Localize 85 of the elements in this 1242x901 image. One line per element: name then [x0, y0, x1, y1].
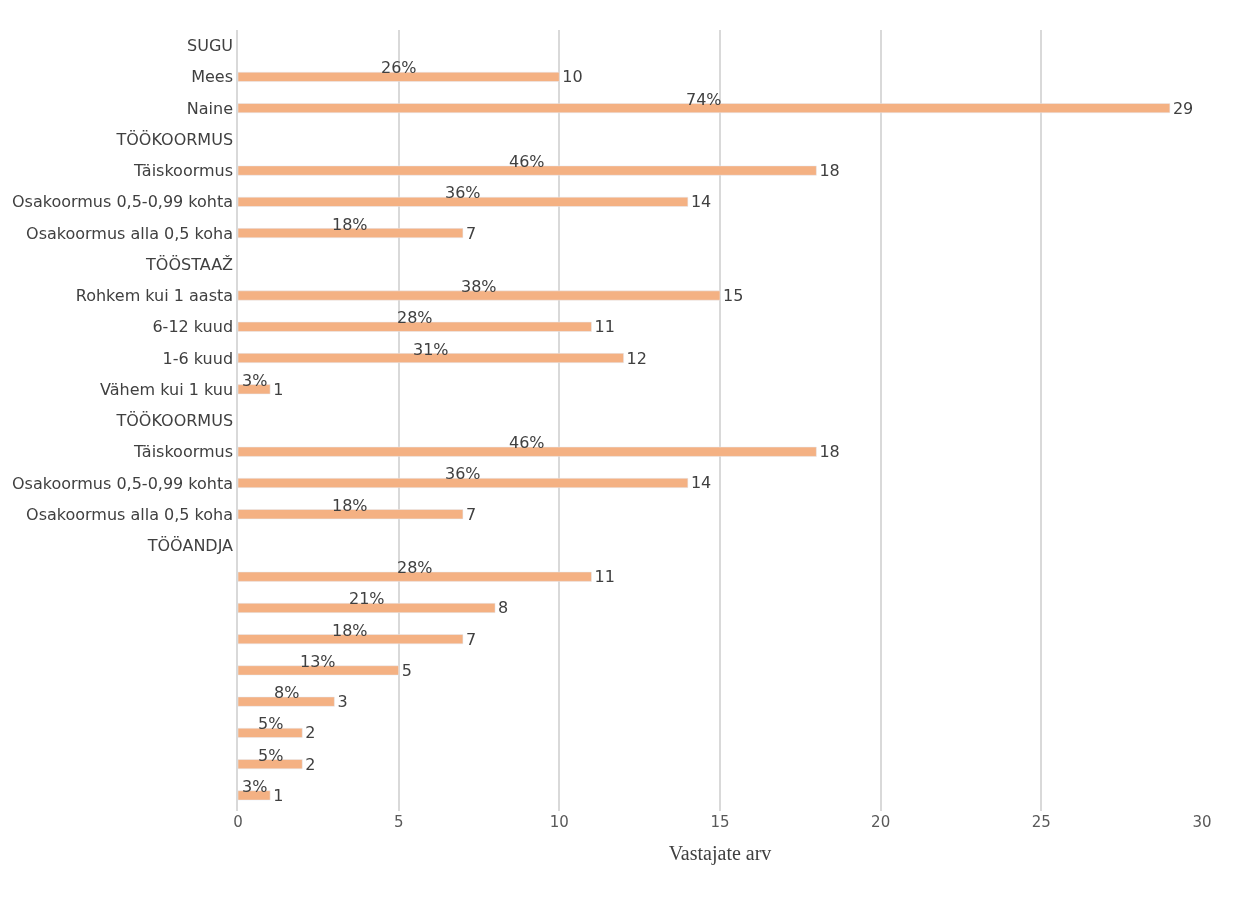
bar [238, 228, 464, 238]
data-label: 2 [305, 723, 316, 743]
data-label: 2 [305, 754, 316, 774]
bar [238, 290, 721, 301]
data-label: 11 [594, 567, 615, 587]
bar [238, 384, 271, 395]
data-label: 7 [465, 504, 477, 524]
y-tick-label: Täiskoormus [132, 442, 234, 462]
annotation: 31% [413, 340, 449, 359]
y-tick-label: Rohkem kui 1 aasta [75, 286, 234, 306]
data-label: 3 [337, 692, 348, 712]
y-tick-label: Täiskoormus [132, 161, 234, 181]
data-label: 15 [723, 286, 744, 306]
data-label: 12 [626, 348, 647, 368]
data-label: 29 [1172, 98, 1194, 118]
x-axis-title: Vastajate arv [668, 841, 772, 865]
y-tick-label: Osakoormus 0,5-0,99 kohta [11, 473, 234, 493]
x-tick-label: 20 [871, 813, 891, 831]
y-tick-label: TÖÖSTAAŽ [145, 254, 234, 274]
y-tick-label: TÖÖKOORMUS [115, 411, 234, 431]
x-tick-label: 10 [549, 813, 569, 831]
y-tick-label: Osakoormus 0,5-0,99 kohta [11, 192, 234, 212]
data-label: 1 [273, 379, 284, 399]
annotation: 3% [242, 777, 268, 796]
annotation: 36% [445, 464, 481, 483]
annotation: 28% [397, 308, 433, 327]
x-tick-label: 30 [1192, 813, 1212, 831]
bar [238, 759, 303, 770]
annotation: 5% [258, 746, 284, 765]
bar [238, 478, 689, 488]
annotation: 46% [509, 433, 545, 452]
bar [238, 103, 1171, 114]
data-label: 14 [690, 192, 712, 212]
data-label: 5 [401, 660, 412, 680]
bar [238, 321, 592, 332]
annotation: 38% [461, 277, 497, 296]
annotation: 18% [332, 215, 368, 234]
bar [238, 634, 464, 645]
annotation: 36% [445, 183, 481, 202]
y-tick-label: Osakoormus alla 0,5 koha [26, 504, 234, 524]
bar [238, 353, 624, 363]
bar [238, 165, 817, 176]
x-tick-label: 5 [393, 813, 404, 831]
y-tick-label: TÖÖKOORMUS [115, 129, 234, 149]
annotation: 8% [274, 683, 300, 702]
y-tick-label: 1-6 kuud [162, 348, 234, 368]
annotation: 18% [332, 621, 368, 640]
y-tick-label: TÖÖANDJA [146, 536, 234, 556]
data-label: 1 [273, 785, 284, 805]
data-label: 18 [819, 442, 840, 462]
data-label: 14 [690, 473, 712, 493]
x-tick-label: 15 [710, 813, 730, 831]
bar [238, 71, 560, 82]
annotation: 21% [349, 589, 385, 608]
annotation: 18% [332, 496, 368, 515]
data-label: 18 [819, 161, 840, 181]
data-label: 8 [498, 598, 509, 618]
annotation: 26% [381, 58, 417, 77]
bar [238, 790, 271, 801]
x-tick-label: 0 [233, 813, 243, 831]
bar [238, 571, 592, 582]
data-label: 11 [594, 317, 615, 337]
y-tick-label: Osakoormus alla 0,5 koha [26, 223, 234, 243]
data-label: 10 [562, 67, 583, 87]
annotation: 3% [242, 371, 268, 390]
annotation: 46% [509, 152, 545, 171]
x-tick-label: 25 [1031, 813, 1051, 831]
annotation: 74% [686, 90, 722, 109]
annotation: 13% [300, 652, 336, 671]
data-label: 7 [465, 223, 477, 243]
y-tick-label: Naine [186, 98, 234, 118]
y-tick-label: SUGU [187, 36, 234, 56]
annotation: 28% [397, 558, 433, 577]
annotation: 5% [258, 714, 284, 733]
bar [238, 603, 496, 613]
bar [238, 196, 689, 207]
bar [238, 509, 464, 520]
y-tick-label: 6-12 kuud [152, 317, 234, 337]
bar [238, 727, 303, 738]
y-tick-label: Vähem kui 1 kuu [100, 379, 234, 399]
bar [238, 696, 335, 707]
bar [238, 665, 399, 676]
bar [238, 446, 817, 457]
data-label: 7 [465, 629, 477, 649]
y-tick-label: Mees [191, 67, 234, 87]
